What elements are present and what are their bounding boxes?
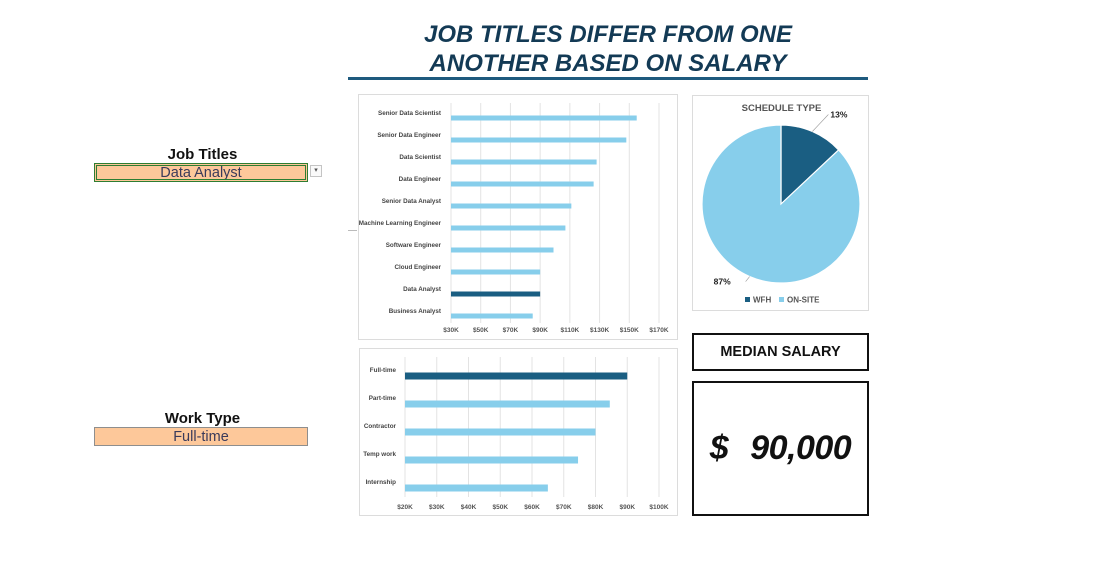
x-tick-label: $60K (524, 504, 540, 511)
bar-software-engineer (451, 247, 554, 253)
bar-senior-data-scientist (451, 115, 637, 121)
pie-leader-line (745, 276, 750, 282)
job-title-salary-svg: $30K $50K $70K $90K $110K $130K $150K $170K Seni… (359, 103, 669, 334)
pie-data-label-wfh: 13% (830, 109, 847, 119)
category-label-software-engineer: Software Engineer (386, 242, 442, 249)
median-salary-card: $ 90,000 (692, 381, 869, 516)
x-tick-label: $50K (473, 327, 489, 334)
title-underline (348, 77, 868, 80)
pie-slice-on-site (701, 124, 861, 284)
work-type-label: Work Type (164, 410, 241, 427)
job-titles-dropdown[interactable]: Data Analyst (94, 163, 308, 182)
schedule-type-chart: SCHEDULE TYPE 13% 87% WFH ON-SITE (692, 95, 869, 311)
median-salary-label: MEDIAN SALARY (720, 344, 841, 360)
category-label-cloud-engineer: Cloud Engineer (394, 264, 441, 271)
category-label-business-analyst: Business Analyst (389, 308, 442, 315)
work-type-salary-svg: $20K $30K $40K $50K $60K $70K $80K $90K $100K Ful… (363, 357, 669, 511)
dashboard-title: JOB TITLES DIFFER FROM ONE ANOTHER BASED… (348, 20, 868, 78)
category-label-full-time: Full-time (370, 367, 397, 374)
work-type-dropdown[interactable]: Full-time (94, 427, 308, 446)
bar-data-scientist (451, 159, 597, 165)
bar-part-time (405, 400, 610, 408)
bar-full-time (405, 372, 628, 380)
x-tick-label: $80K (588, 504, 604, 511)
category-label-internship: Internship (366, 479, 397, 486)
divider-mark (348, 230, 357, 231)
x-tick-label: $170K (649, 327, 668, 334)
pie-slice-wfh (780, 124, 840, 206)
category-label-data-analyst: Data Analyst (403, 286, 442, 293)
x-tick-label: $130K (590, 327, 609, 334)
category-label-temp-work: Temp work (363, 451, 396, 458)
title-line-2: ANOTHER BASED ON SALARY (429, 50, 787, 77)
schedule-type-svg: SCHEDULE TYPE 13% 87% WFH ON-SITE (701, 103, 861, 305)
category-label-part-time: Part-time (369, 395, 397, 402)
bar-contractor (405, 428, 596, 436)
legend-swatch-wfh (745, 297, 750, 302)
job-titles-label: Job Titles (167, 146, 238, 163)
x-tick-label: $150K (620, 327, 639, 334)
bar-senior-data-analyst (451, 203, 572, 209)
x-tick-label: $90K (619, 504, 635, 511)
x-tick-label: $90K (532, 327, 548, 334)
x-tick-label: $50K (492, 504, 508, 511)
median-salary-value: 90,000 (750, 429, 852, 467)
legend-label-on-site: ON-SITE (787, 296, 820, 305)
bar-cloud-engineer (451, 269, 541, 275)
x-tick-label: $20K (397, 504, 413, 511)
pie-data-label-on-site: 87% (714, 277, 731, 287)
x-tick-label: $110K (560, 327, 579, 334)
category-label-contractor: Contractor (364, 423, 397, 430)
title-line-1: JOB TITLES DIFFER FROM ONE (423, 21, 792, 48)
bar-data-analyst (451, 291, 541, 297)
category-label-data-engineer: Data Engineer (399, 176, 442, 183)
bar-temp-work (405, 456, 579, 464)
currency-symbol: $ (709, 429, 729, 467)
dropdown-arrow-icon[interactable]: ▾ (310, 165, 322, 177)
category-label-machine-learning-engineer: Machine Learning Engineer (359, 220, 442, 227)
pie-title: SCHEDULE TYPE (742, 103, 822, 114)
legend-label-wfh: WFH (753, 296, 771, 305)
job-title-salary-chart: $30K $50K $70K $90K $110K $130K $150K $170K Seni… (358, 94, 678, 340)
bar-senior-data-engineer (451, 137, 627, 143)
median-salary-value-wrap: $ 90,000 (694, 383, 867, 514)
category-label-senior-data-analyst: Senior Data Analyst (382, 198, 442, 205)
x-tick-label: $100K (649, 504, 668, 511)
bar-business-analyst (451, 313, 533, 319)
category-label-data-scientist: Data Scientist (399, 154, 442, 161)
work-type-salary-chart: $20K $30K $40K $50K $60K $70K $80K $90K $100K Ful… (359, 348, 678, 516)
category-label-senior-data-engineer: Senior Data Engineer (377, 132, 441, 139)
x-tick-label: $40K (461, 504, 477, 511)
bar-machine-learning-engineer (451, 225, 566, 231)
bar-internship (405, 484, 548, 492)
median-salary-header: MEDIAN SALARY (692, 333, 869, 371)
x-tick-label: $70K (556, 504, 572, 511)
x-tick-label: $30K (429, 504, 445, 511)
bar-data-engineer (451, 181, 594, 187)
category-label-senior-data-scientist: Senior Data Scientist (378, 110, 442, 117)
legend-swatch-on-site (779, 297, 784, 302)
x-tick-label: $30K (443, 327, 459, 334)
x-tick-label: $70K (503, 327, 519, 334)
pie-leader-line (812, 114, 829, 132)
